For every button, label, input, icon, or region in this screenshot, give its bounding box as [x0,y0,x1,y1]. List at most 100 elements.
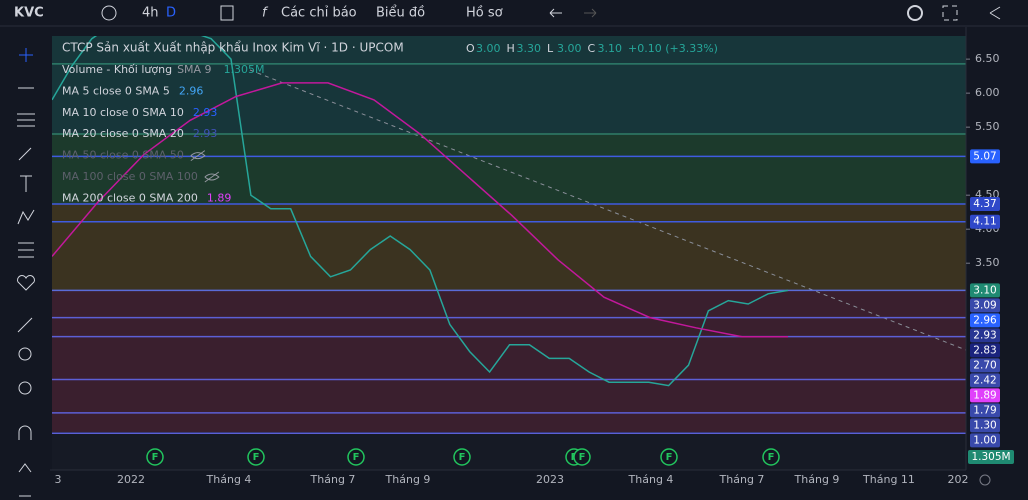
price-label-bg [970,328,1000,343]
settings[interactable] [907,5,923,21]
top-toolbar [0,0,1028,26]
ohlc-label: C [588,42,596,55]
hidden-eye [204,171,220,183]
profile-button[interactable]: Hồ sơ [466,6,503,21]
symbol[interactable]: KVC [14,6,44,21]
y-tick-label: 5.50 [975,120,1000,133]
zone [52,204,966,290]
text-tool[interactable] [20,175,32,192]
fullscreen[interactable] [942,5,958,21]
chart-type-button[interactable]: Biểu đồ [376,6,425,21]
bar-type-icon[interactable] [220,5,234,21]
add-symbol[interactable] [101,5,117,21]
x-tick-label: Tháng 4 [628,473,674,486]
zone [52,133,966,204]
ohlc-label: H [507,42,515,55]
undo[interactable] [549,8,562,18]
indicator-name: MA 200 close 0 SMA 200 [62,191,198,204]
price-label-bg [970,283,1000,298]
crosshair-tool[interactable] [19,48,33,62]
y-tick-label: 6.00 [975,86,1000,99]
price-label-bg [970,373,1000,388]
price-label-bg [970,433,1000,448]
left-toolbar [0,27,50,500]
hidden-eye [190,150,206,162]
axis-settings[interactable] [979,474,991,486]
indicator-params: SMA 9 [177,63,212,76]
legend-title: CTCP Sản xuất Xuất nhập khẩu Inox Kim Vĩ… [62,41,404,55]
interval[interactable]: 4h [142,6,159,21]
price-label: 1.30 [973,419,996,431]
price-label: 3.10 [973,284,996,296]
price-label-bg [970,313,1000,328]
price-label-bg [970,298,1000,313]
ruler-tool[interactable] [17,317,33,333]
price-label-bg [970,358,1000,373]
ohlc-value: 3.30 [517,42,542,55]
indicator-name: MA 20 close 0 SMA 20 [62,127,184,140]
event-marker [660,448,678,466]
indicators-button[interactable]: Các chỉ báo [281,6,357,21]
price-label-bg [970,197,1000,212]
redo[interactable] [584,8,597,18]
event-marker [573,448,591,466]
event-marker [347,448,365,466]
x-tick-label: 2022 [117,473,145,486]
indicator-name: MA 100 close 0 SMA 100 [62,170,198,183]
event-label: F [459,452,466,463]
ohlc-label: L [547,42,554,55]
event-label: F [253,452,260,463]
x-tick-label: 202 [948,473,969,486]
fx-icon[interactable]: f [262,6,269,21]
price-label: 2.70 [973,359,996,371]
price-label: 4.37 [973,198,996,210]
price-label-bg [970,403,1000,418]
x-tick-label: 2023 [536,473,564,486]
magnet-tool[interactable] [18,425,32,440]
fib-tool[interactable] [17,113,35,127]
volume-label-bg [968,450,1014,464]
price-label: 2.96 [973,314,997,326]
ohlc-value: 3.00 [476,42,501,55]
legend: CTCP Sản xuất Xuất nhập khẩu Inox Kim Vĩ… [62,41,404,55]
price-label: 4.11 [973,216,996,228]
price-label: 2.93 [973,329,996,341]
price-label: 1.79 [973,404,996,416]
favorites-tool[interactable] [17,275,35,291]
event-marker [146,448,164,466]
x-tick-label: Tháng 7 [310,473,356,486]
price-label-bg [970,214,1000,229]
price-label: 3.09 [973,299,996,311]
price-label-bg [970,388,1000,403]
indicator-name: MA 50 close 0 SMA 50 [62,149,184,162]
zoom-in[interactable] [18,347,32,361]
share[interactable] [989,6,1001,20]
event-label: F [579,452,586,463]
event-marker [247,448,265,466]
x-tick-label: Tháng 4 [206,473,252,486]
indicator-value: 2.93 [193,127,218,140]
pattern-tool[interactable] [17,209,35,225]
prediction-tool[interactable] [18,242,34,258]
zone [52,290,966,432]
x-tick-label: Tháng 11 [862,473,915,486]
price-line [52,36,789,387]
price-line [52,82,788,338]
price-label: 2.83 [973,344,996,356]
indicator-name: MA 5 close 0 SMA 5 [62,84,170,97]
lock-tool[interactable] [18,463,32,473]
indicator-name: MA 10 close 0 SMA 10 [62,106,184,119]
interval-alt[interactable]: D [166,6,176,21]
brush-tool[interactable] [18,147,32,161]
price-label-bg [970,418,1000,433]
zone [52,432,966,470]
zoom-out[interactable] [18,381,32,395]
price-label: 1.00 [973,434,996,446]
event-label: F [152,452,159,463]
price-label-bg [970,149,1000,164]
indicator-name: Volume - Khối lượng [62,63,172,76]
price-label: 1.89 [973,389,996,401]
price-label-bg [970,343,1000,358]
event-label: F [768,452,775,463]
